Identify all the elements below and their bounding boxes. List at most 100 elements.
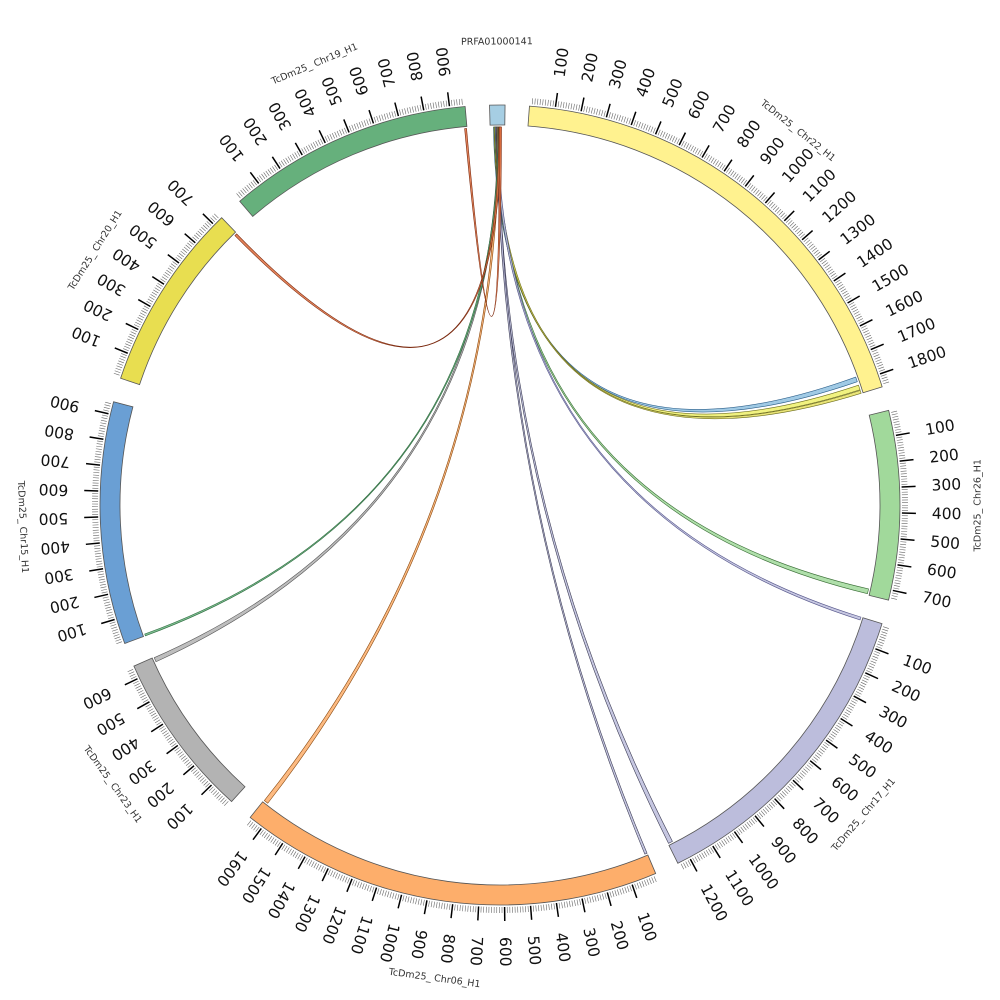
minor-tick [839, 720, 845, 725]
minor-tick [148, 708, 154, 712]
minor-tick [177, 254, 183, 260]
minor-tick [97, 573, 105, 576]
minor-tick [829, 270, 835, 275]
minor-tick [376, 116, 379, 122]
major-tick [346, 878, 353, 893]
minor-tick [432, 102, 435, 109]
minor-tick [588, 106, 591, 113]
major-tick [423, 900, 428, 915]
minor-tick [857, 688, 863, 693]
minor-tick [748, 820, 753, 826]
minor-tick [710, 847, 714, 853]
minor-tick [798, 231, 804, 237]
minor-tick [813, 249, 819, 254]
minor-tick [851, 700, 857, 704]
minor-tick [634, 883, 637, 890]
minor-tick [603, 110, 606, 117]
minor-tick [337, 873, 341, 880]
minor-tick [100, 586, 107, 589]
minor-tick [687, 860, 692, 866]
minor-tick [732, 832, 737, 839]
minor-tick [657, 129, 661, 136]
minor-tick [261, 831, 266, 837]
tick-label: 100 [163, 799, 197, 833]
minor-tick [199, 777, 205, 782]
minor-tick [879, 636, 886, 639]
minor-tick [145, 703, 151, 708]
minor-tick [195, 232, 201, 238]
minor-tick [742, 179, 748, 186]
segment-label-chr15: TcDm25_ Chr15_H1 [15, 480, 30, 574]
minor-tick [550, 903, 553, 910]
minor-tick [251, 823, 256, 829]
segment-chr23 [133, 657, 246, 803]
minor-tick [359, 882, 363, 889]
minor-tick [379, 889, 382, 895]
minor-tick [123, 348, 129, 352]
minor-tick [248, 183, 253, 189]
minor-tick [194, 234, 199, 240]
minor-tick [170, 263, 177, 268]
minor-tick [383, 113, 387, 120]
minor-tick [281, 844, 286, 850]
minor-tick [847, 707, 853, 711]
minor-tick [736, 175, 741, 181]
minor-tick [331, 132, 335, 139]
minor-tick [95, 555, 102, 557]
minor-tick [896, 572, 903, 574]
minor-tick [212, 790, 218, 796]
minor-tick [127, 338, 133, 342]
minor-tick [827, 268, 833, 273]
minor-tick [268, 835, 273, 842]
minor-tick [840, 288, 847, 293]
minor-tick [103, 601, 110, 604]
major-tick [555, 902, 560, 917]
minor-tick [791, 781, 796, 787]
minor-tick [115, 367, 122, 371]
minor-tick [699, 853, 703, 860]
minor-tick [891, 595, 898, 598]
minor-tick [192, 769, 198, 774]
tick-label: 1000 [376, 922, 403, 965]
minor-tick [397, 894, 400, 900]
minor-tick [146, 706, 153, 710]
minor-tick [334, 872, 338, 879]
minor-tick [267, 169, 272, 175]
minor-tick [612, 890, 615, 897]
minor-tick [842, 290, 848, 295]
tick-label: 400 [932, 505, 962, 524]
minor-tick [197, 775, 203, 780]
minor-tick [278, 161, 283, 168]
minor-tick [95, 560, 102, 563]
minor-tick [255, 826, 260, 832]
minor-tick [818, 750, 824, 755]
minor-tick [638, 121, 641, 128]
minor-tick [604, 893, 607, 899]
minor-tick [155, 285, 162, 289]
minor-tick [406, 107, 409, 114]
minor-tick [417, 898, 420, 905]
minor-tick [596, 108, 599, 115]
minor-tick [544, 99, 547, 106]
minor-tick [801, 770, 807, 775]
minor-tick [139, 692, 145, 696]
minor-tick [644, 880, 647, 886]
minor-tick [334, 131, 338, 138]
minor-tick [344, 127, 347, 134]
minor-tick [867, 339, 874, 343]
minor-tick [726, 167, 730, 173]
minor-tick [94, 550, 101, 552]
minor-tick [456, 904, 459, 911]
minor-tick [897, 447, 904, 449]
minor-tick [99, 581, 106, 584]
major-tick [754, 815, 765, 828]
minor-tick [288, 848, 292, 855]
minor-tick [353, 123, 357, 130]
minor-tick [714, 844, 719, 850]
minor-tick [824, 264, 830, 269]
tick-label: 400 [291, 85, 320, 119]
minor-tick [789, 221, 795, 227]
minor-tick [629, 885, 632, 892]
minor-tick [781, 791, 787, 796]
minor-tick [837, 722, 844, 727]
